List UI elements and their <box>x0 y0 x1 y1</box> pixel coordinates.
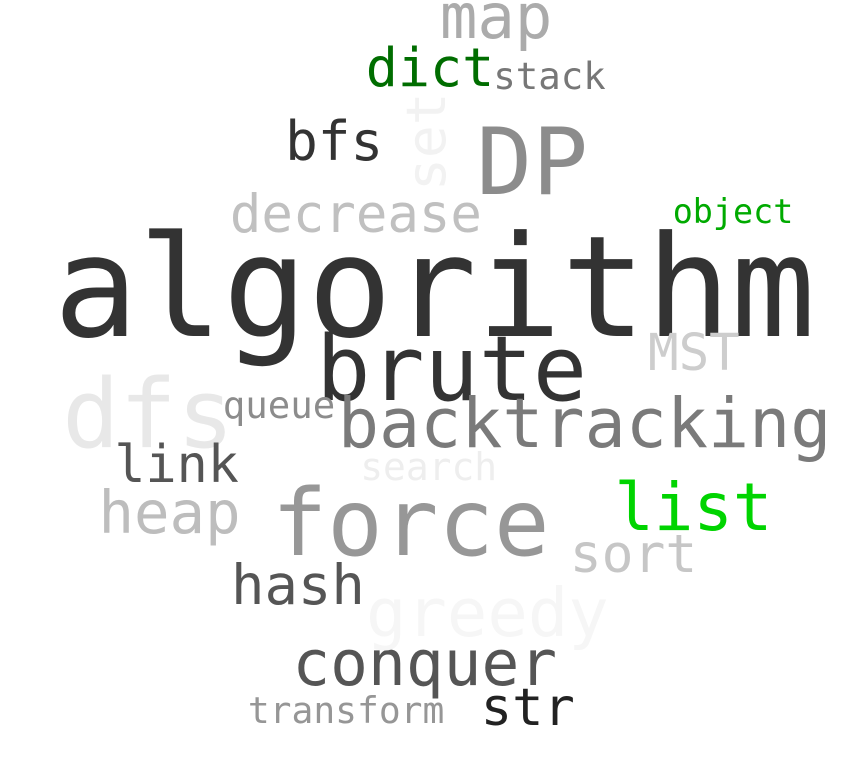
word-force: force <box>271 469 550 578</box>
word-backtracking: backtracking <box>337 384 832 464</box>
word-dfs: dfs <box>62 359 235 470</box>
word-heap: heap <box>98 477 241 547</box>
word-link: link <box>114 435 239 496</box>
word-list: list <box>614 469 773 546</box>
word-mst: MST <box>647 322 740 382</box>
word-conquer: conquer <box>292 626 558 700</box>
word-hash: hash <box>230 553 365 619</box>
word-set: set <box>394 92 459 192</box>
word-stack: stack <box>493 53 606 98</box>
word-str: str <box>480 678 575 739</box>
word-map: map <box>439 0 553 54</box>
word-dp: DP <box>476 107 589 216</box>
word-queue: queue <box>222 383 336 428</box>
word-sort: sort <box>569 523 698 585</box>
word-transform: transform <box>247 689 445 733</box>
word-brute: brute <box>316 317 588 423</box>
word-greedy: greedy <box>365 574 609 653</box>
word-search: search <box>360 445 498 490</box>
word-bfs: bfs <box>285 110 384 174</box>
word-decrease: decrease <box>229 183 482 245</box>
word-object: object <box>672 191 794 231</box>
word-algorithm: algorithm <box>53 206 816 371</box>
word-dict: dict <box>365 35 495 99</box>
